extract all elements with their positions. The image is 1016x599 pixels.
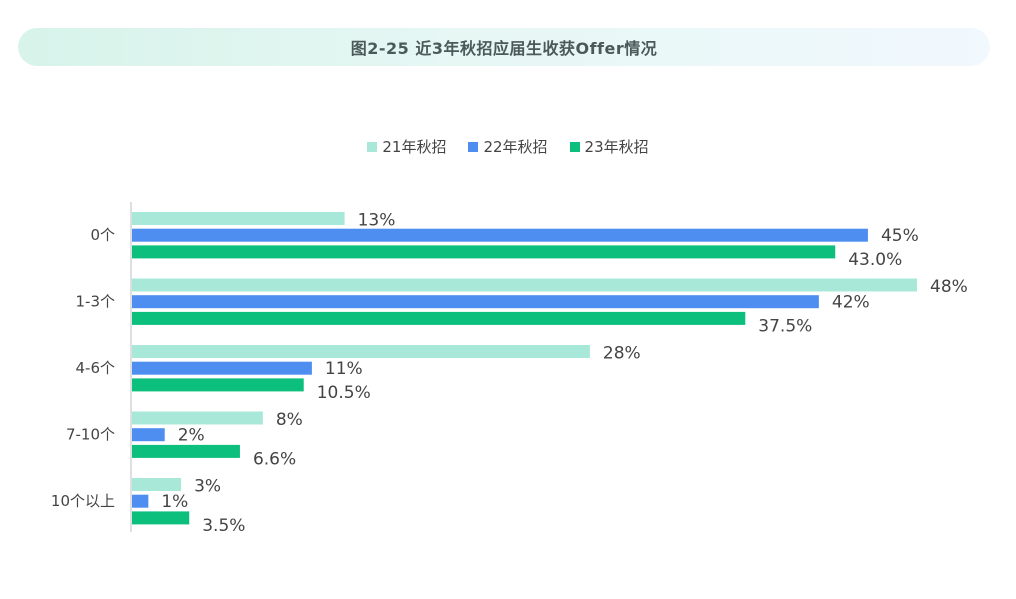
- category-label: 0个: [90, 226, 115, 244]
- data-label: 3%: [194, 477, 221, 497]
- category-label: 1-3个: [76, 293, 116, 311]
- data-label: 8%: [276, 410, 303, 430]
- legend-swatch-23: [569, 141, 580, 152]
- legend-item-22: 22年秋招: [468, 136, 548, 157]
- bar: [132, 444, 240, 458]
- legend-swatch-21: [367, 141, 378, 152]
- data-label: 48%: [930, 277, 968, 297]
- bar: [132, 311, 746, 325]
- bar: [132, 511, 190, 525]
- bar: [132, 345, 590, 358]
- bar: [132, 494, 149, 508]
- data-label: 42%: [832, 293, 870, 313]
- data-label: 11%: [325, 359, 363, 379]
- data-label: 10.5%: [317, 383, 371, 403]
- data-label: 2%: [178, 426, 205, 446]
- chart-title: 图2-25 近3年秋招应届生收获Offer情况: [350, 39, 658, 58]
- legend-swatch-22: [468, 141, 479, 152]
- bar: [132, 478, 182, 491]
- legend-label-22: 22年秋招: [483, 138, 548, 156]
- legend-label-23: 23年秋招: [584, 138, 649, 156]
- data-label: 6.6%: [253, 449, 296, 469]
- category-label: 4-6个: [76, 359, 116, 377]
- legend: 21年秋招 22年秋招 23年秋招: [0, 136, 1016, 157]
- bar: [132, 228, 868, 242]
- bar: [132, 378, 304, 392]
- legend-label-21: 21年秋招: [382, 138, 447, 156]
- data-label: 45%: [881, 226, 919, 246]
- legend-item-21: 21年秋招: [367, 136, 446, 157]
- category-label: 10个以上: [51, 492, 115, 510]
- bar: [132, 212, 345, 225]
- data-label: 1%: [161, 492, 188, 512]
- data-label: 28%: [603, 344, 641, 364]
- title-banner: 图2-25 近3年秋招应届生收获Offer情况: [18, 28, 990, 66]
- bar: [132, 428, 165, 442]
- bar: [132, 295, 819, 309]
- legend-item-23: 23年秋招: [569, 136, 649, 157]
- bar: [132, 411, 263, 425]
- data-label: 13%: [358, 211, 396, 231]
- bar: [132, 245, 836, 259]
- data-label: 43.0%: [848, 250, 902, 270]
- category-label: 7-10个: [66, 426, 115, 444]
- bar: [132, 361, 312, 375]
- data-label: 3.5%: [202, 516, 245, 536]
- bar: [132, 278, 917, 292]
- data-label: 37.5%: [758, 316, 812, 336]
